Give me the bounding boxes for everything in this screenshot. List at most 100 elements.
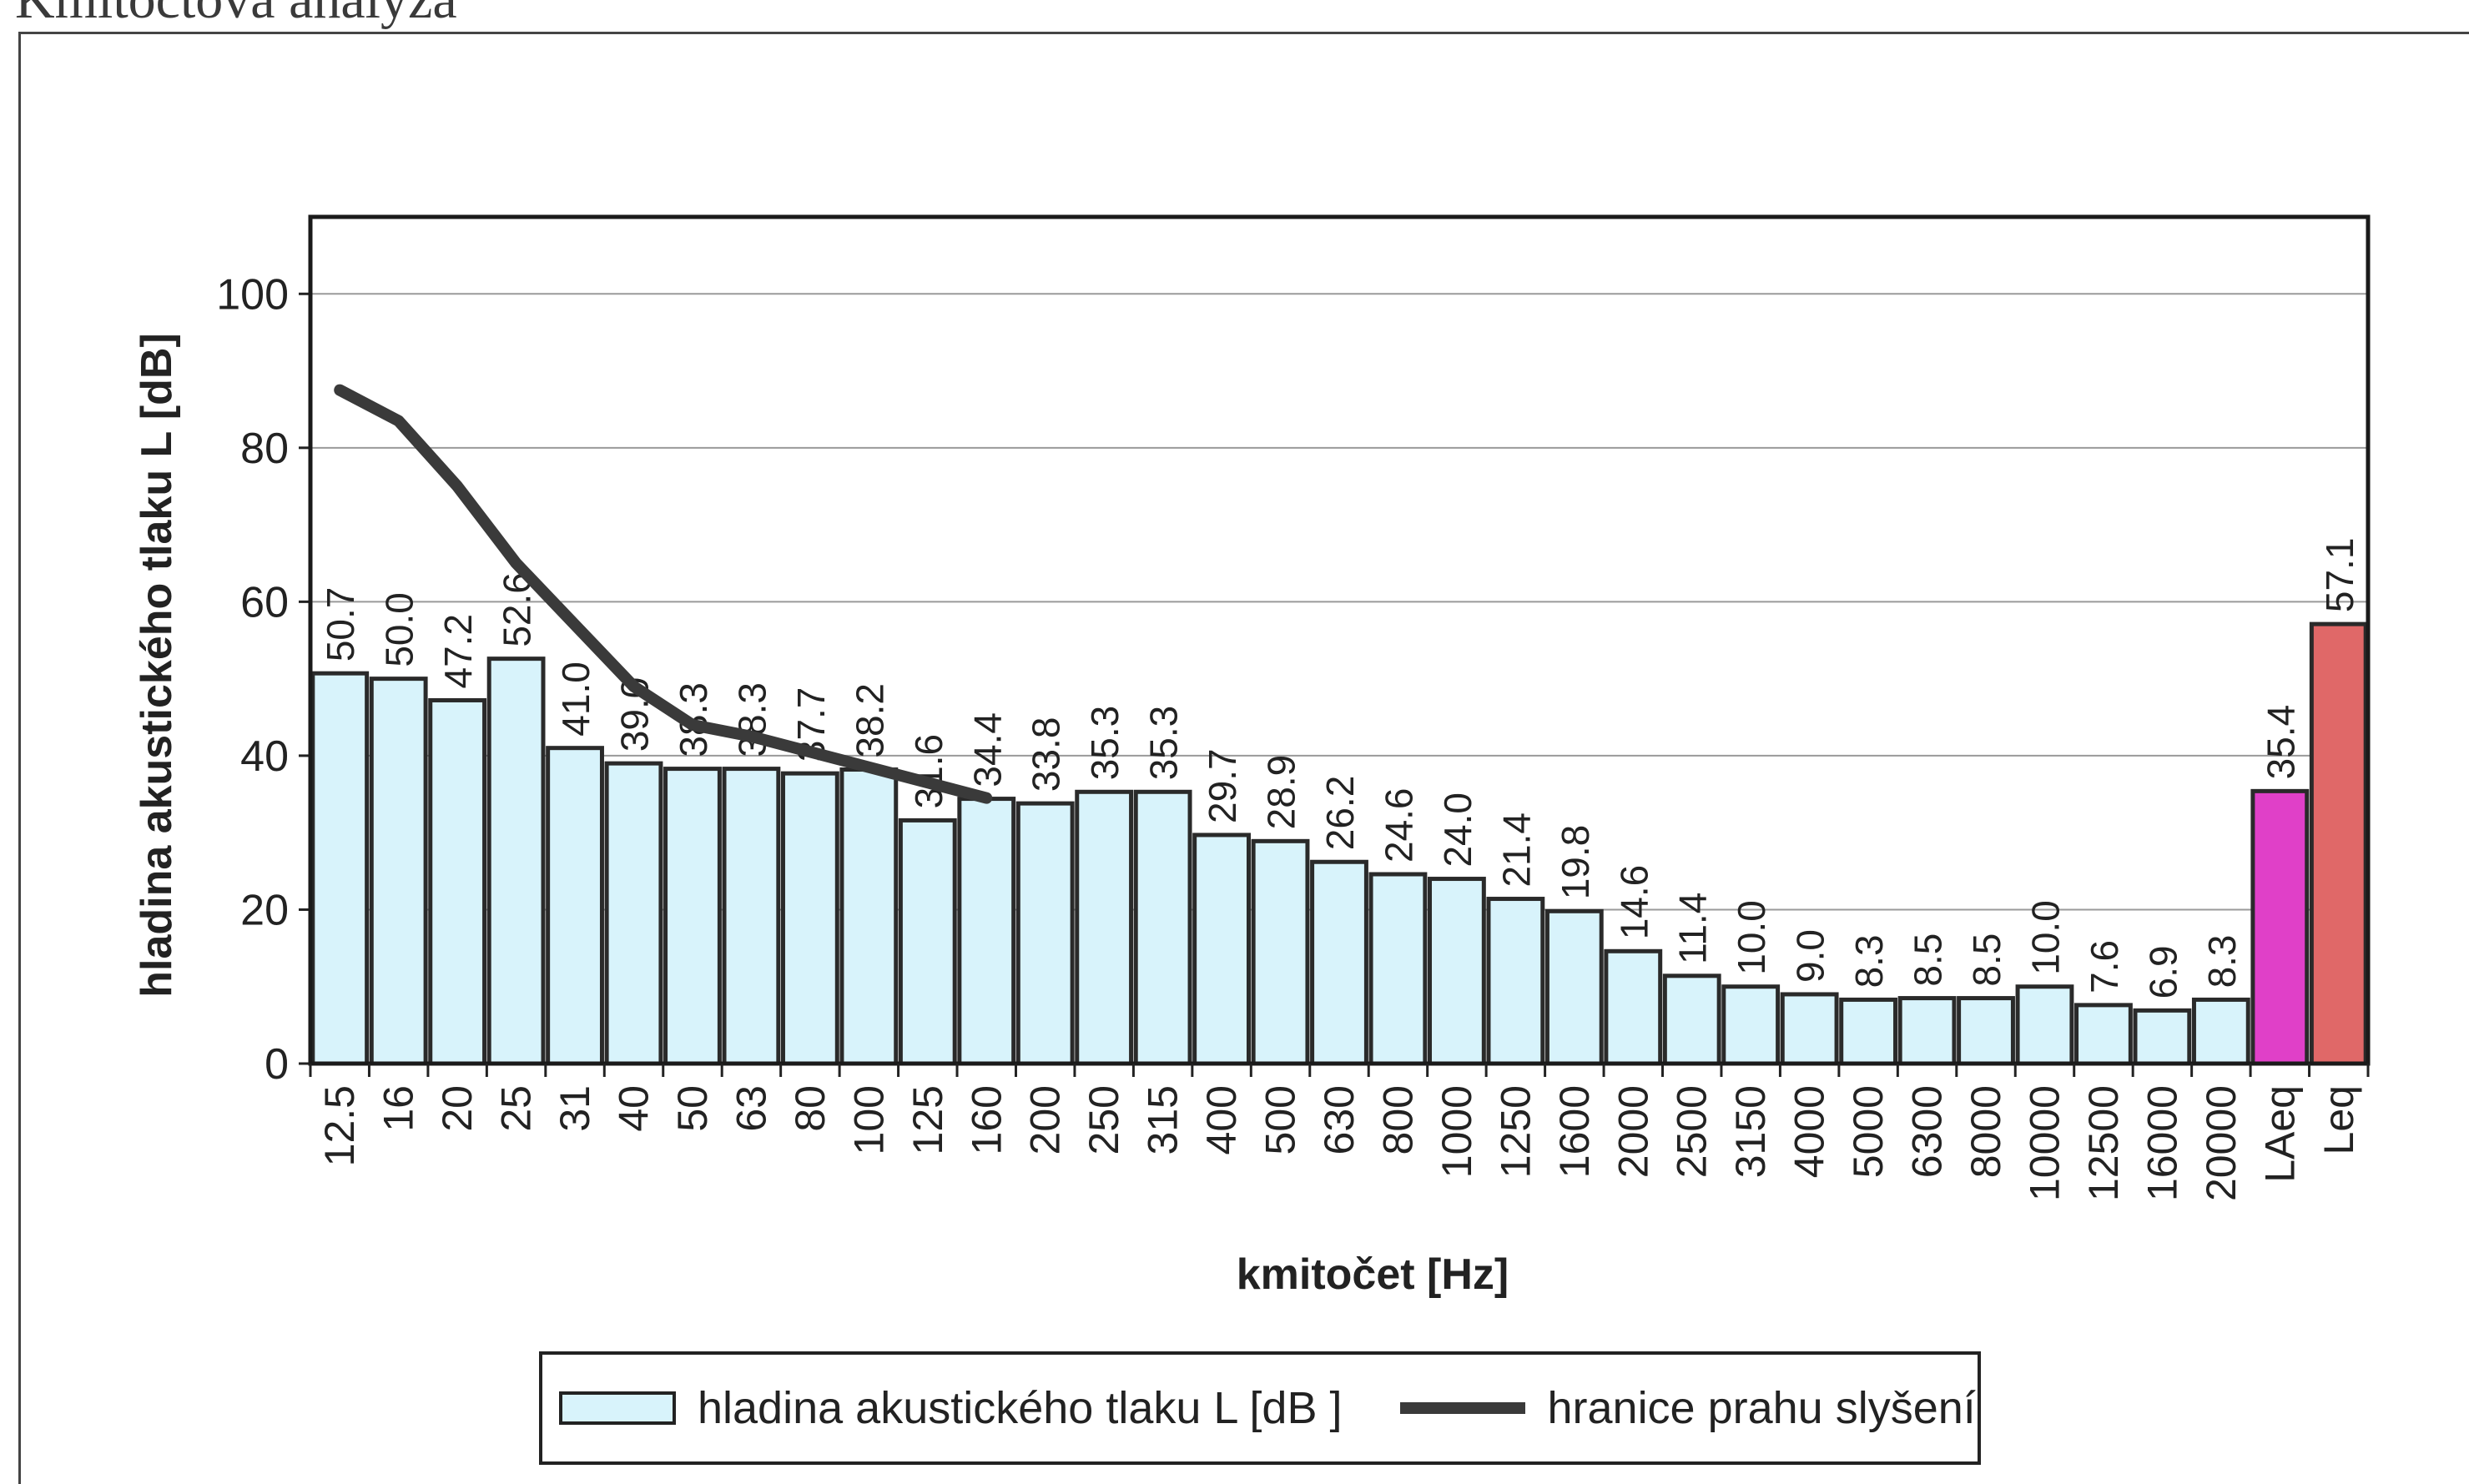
bar-value-label: 31.6 [907, 734, 950, 809]
x-tick-label: 630 [1316, 1085, 1363, 1155]
x-tick-label: 10000 [2021, 1085, 2068, 1201]
legend-label-bars: hladina akustického tlaku L [dB ] [698, 1383, 1343, 1433]
bar [2074, 1003, 2133, 1066]
x-tick-label: 2500 [1669, 1085, 1716, 1178]
bar [957, 797, 1016, 1066]
bar-value-label: 50.7 [319, 587, 362, 662]
bar [1721, 984, 1781, 1066]
bar-value-label: 14.6 [1612, 865, 1655, 940]
bar-value-label: 10.0 [1730, 900, 1773, 975]
bar [1662, 973, 1721, 1066]
bar-value-label: 35.3 [1142, 706, 1186, 781]
bar [546, 746, 604, 1066]
chart-frame [18, 32, 2469, 1484]
legend-swatch-line [1400, 1402, 1526, 1414]
bar [1428, 877, 1486, 1066]
bar-value-label: 35.3 [1083, 706, 1126, 781]
x-tick-label: 1250 [1492, 1085, 1539, 1178]
bar-value-label: 21.4 [1494, 812, 1538, 888]
bar-value-label: 47.2 [436, 614, 480, 689]
bar [1251, 838, 1310, 1066]
x-tick-label: 20000 [2198, 1085, 2245, 1201]
x-tick-label: 800 [1374, 1085, 1421, 1155]
bar-value-label: 50.0 [378, 592, 421, 667]
x-tick-label: 63 [728, 1085, 774, 1132]
bar [369, 677, 428, 1066]
y-tick-label: 80 [240, 425, 289, 473]
bar [1368, 872, 1428, 1066]
y-tick-label: 60 [240, 578, 289, 626]
x-tick-label: 315 [1140, 1085, 1187, 1155]
bar [1015, 801, 1075, 1066]
x-tick-label: 3150 [1727, 1085, 1774, 1178]
x-tick-label: 500 [1257, 1085, 1304, 1155]
bar [839, 767, 899, 1066]
x-tick-label: 12500 [2080, 1085, 2127, 1201]
bar-value-label: 34.4 [965, 712, 1009, 787]
x-tick-label: 16000 [2139, 1085, 2185, 1201]
x-tick-label: 200 [1022, 1085, 1069, 1155]
x-tick-label: 100 [845, 1085, 892, 1155]
bar [1310, 859, 1368, 1066]
bar-value-label: 6.9 [2141, 945, 2184, 999]
plot-border [308, 214, 2371, 1066]
y-tick-label: 0 [265, 1040, 289, 1089]
bar [310, 671, 370, 1066]
bar [1133, 789, 1192, 1066]
bar-value-label: 29.7 [1201, 748, 1244, 823]
x-tick-label: 50 [669, 1085, 716, 1132]
bar-value-label: 19.8 [1554, 825, 1597, 900]
x-tick-label: 400 [1198, 1085, 1245, 1155]
bar [780, 771, 839, 1066]
bar-value-label: 8.5 [1907, 933, 1950, 987]
bar-value-label: 24.6 [1377, 787, 1420, 863]
bar [428, 697, 487, 1066]
bar [2015, 984, 2074, 1066]
bar-value-label: 41.0 [554, 662, 597, 737]
bar-value-label: 8.3 [2200, 934, 2244, 988]
bar [1486, 897, 1545, 1066]
bar-value-label: 10.0 [2023, 900, 2067, 975]
bar-value-label: 9.0 [1789, 929, 1832, 983]
x-tick-label: 12.5 [316, 1085, 363, 1166]
x-tick-label: Leq [2315, 1085, 2362, 1155]
x-tick-label: 2000 [1610, 1085, 1656, 1178]
bar [1604, 948, 1663, 1066]
bar [1544, 908, 1604, 1066]
threshold-line [334, 384, 993, 804]
bar [1957, 996, 2015, 1066]
y-tick-label: 100 [216, 270, 289, 319]
bar-value-label: 8.3 [1847, 934, 1891, 988]
x-tick-label: 125 [904, 1085, 951, 1155]
y-tick-label: 40 [240, 732, 289, 781]
x-tick-label: 31 [552, 1085, 598, 1132]
y-tick-label: 20 [240, 886, 289, 934]
bar [2191, 997, 2250, 1066]
legend-label-line: hranice prahu slyšení [1547, 1383, 1976, 1433]
bar [1780, 992, 1839, 1066]
bar-value-label: 8.5 [1965, 933, 2008, 987]
bar-value-label: 7.6 [2083, 940, 2126, 994]
bar [898, 817, 957, 1066]
bar-value-label: 11.4 [1671, 893, 1715, 964]
x-tick-label: 8000 [1963, 1085, 2009, 1178]
bar-value-label: 28.9 [1260, 755, 1303, 830]
y-axis-title: hladina akustického tlaku L [dB] [133, 333, 181, 998]
x-tick-label: 6300 [1904, 1085, 1951, 1178]
bar [2309, 621, 2368, 1066]
x-tick-label: 80 [787, 1085, 834, 1132]
x-axis-title: kmitočet [Hz] [1237, 1250, 1509, 1299]
bar-value-label: 38.2 [848, 683, 891, 758]
x-tick-label: 1600 [1551, 1085, 1598, 1178]
bar [1192, 833, 1251, 1066]
bar [663, 767, 722, 1066]
bar [722, 767, 781, 1066]
bar [2250, 788, 2310, 1066]
bar [604, 761, 663, 1066]
x-tick-label: 20 [434, 1085, 481, 1132]
x-tick-label: 40 [611, 1085, 658, 1132]
page-title: Kmitočtová analýza [15, 0, 457, 32]
x-tick-label: LAeq [2256, 1085, 2303, 1183]
bar-value-label: 57.1 [2318, 538, 2361, 613]
